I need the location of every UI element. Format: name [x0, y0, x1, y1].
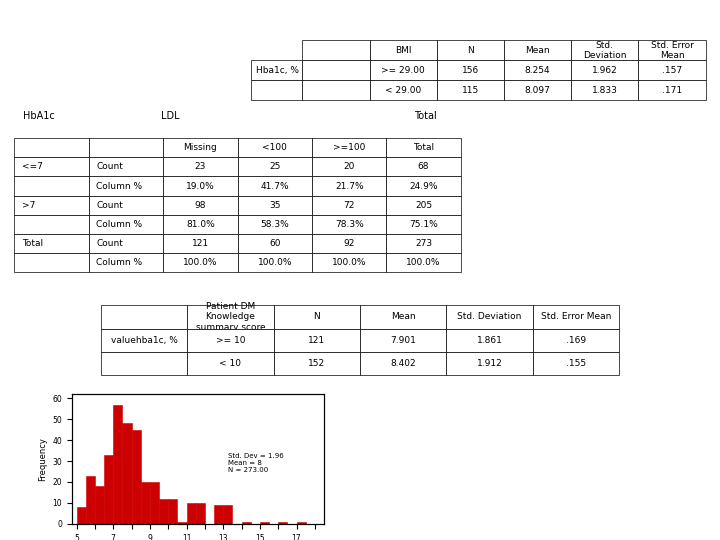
Bar: [132, 430, 140, 524]
Bar: [113, 404, 122, 524]
Bar: [159, 499, 168, 524]
Text: Total: Total: [414, 111, 436, 121]
Bar: [297, 522, 306, 524]
Bar: [95, 486, 104, 524]
Bar: [186, 503, 196, 524]
Bar: [260, 522, 269, 524]
Bar: [168, 499, 177, 524]
Bar: [76, 507, 86, 524]
Bar: [140, 482, 150, 524]
Bar: [86, 476, 95, 524]
Bar: [223, 505, 233, 524]
Text: Std. Dev = 1.96
Mean = 8
N = 273.00: Std. Dev = 1.96 Mean = 8 N = 273.00: [228, 453, 284, 472]
Bar: [214, 505, 223, 524]
Y-axis label: Frequency: Frequency: [38, 437, 47, 481]
Text: HbA1c: HbA1c: [23, 111, 55, 121]
Bar: [104, 455, 113, 524]
Bar: [177, 522, 186, 524]
Bar: [150, 482, 159, 524]
Bar: [241, 522, 251, 524]
Bar: [196, 503, 205, 524]
Bar: [122, 423, 132, 524]
Text: LDL: LDL: [161, 111, 180, 121]
Bar: [278, 522, 287, 524]
